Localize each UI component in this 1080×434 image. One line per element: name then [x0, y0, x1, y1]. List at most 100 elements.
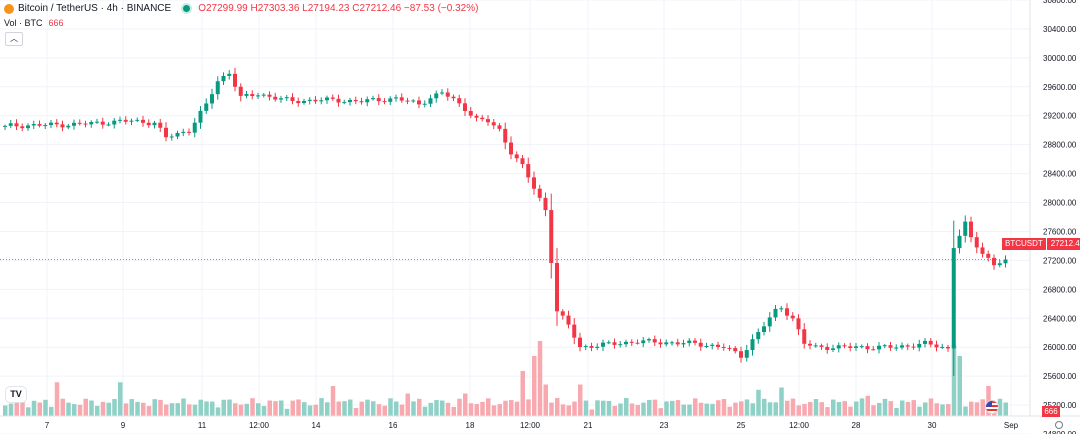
- candle-body: [756, 332, 761, 340]
- candle-body: [951, 248, 956, 349]
- gear-icon[interactable]: [1055, 421, 1063, 429]
- volume-bar: [457, 398, 462, 416]
- symbol-legend[interactable]: Bitcoin / TetherUS · 4h · BINANCE O27299…: [4, 3, 478, 14]
- chevron-up-icon[interactable]: ︿: [5, 32, 23, 46]
- volume-bar: [37, 402, 42, 416]
- time-axis[interactable]: 7 9 11 12:00 14 16 18 12:00 21 23 25 12:00 28 30 Sep: [0, 415, 1080, 430]
- us-flag-icon[interactable]: [986, 401, 998, 413]
- candle-body: [681, 343, 686, 345]
- volume-bar: [204, 401, 209, 416]
- time-tick-label: 12:00: [789, 421, 810, 430]
- volume-bar: [422, 406, 428, 416]
- candle-body: [54, 122, 59, 125]
- candle-body: [66, 125, 71, 128]
- volume-bar: [917, 406, 922, 416]
- volume-bar: [399, 404, 405, 416]
- candle-body: [744, 350, 749, 358]
- ohlc-values: O27299.99 H27303.36 L27194.23 C27212.46 …: [198, 3, 479, 14]
- time-tick-label: 14: [312, 421, 321, 430]
- volume-bar: [307, 405, 313, 416]
- candle-body: [468, 110, 473, 116]
- symbol-title[interactable]: Bitcoin / TetherUS · 4h · BINANCE: [18, 3, 172, 14]
- candle-body: [83, 123, 88, 125]
- candle-body: [687, 340, 692, 344]
- volume-bar: [566, 405, 571, 416]
- candle-body: [733, 348, 738, 352]
- volume-bar: [595, 400, 600, 416]
- volume-bar: [923, 402, 928, 416]
- candle-body: [997, 263, 1002, 266]
- candle-body: [819, 345, 824, 347]
- candle-body: [95, 121, 99, 123]
- volume-bar: [353, 407, 359, 416]
- volume-bar: [900, 400, 905, 416]
- candle-body: [215, 81, 220, 95]
- volume-bar: [244, 403, 249, 416]
- candle-body: [583, 346, 588, 348]
- volume-bar: [514, 401, 520, 416]
- grid-lines: [0, 0, 1030, 434]
- volume-bar: [221, 399, 226, 416]
- price-tick-label: 28800.00: [1043, 141, 1077, 150]
- candle-body: [112, 120, 117, 125]
- candle-body: [854, 346, 858, 348]
- volume-bar: [66, 402, 71, 416]
- volume-bar: [3, 405, 8, 416]
- volume-bar: [756, 389, 761, 416]
- volume-bar: [267, 400, 272, 416]
- price-tick-label: 29600.00: [1043, 83, 1077, 92]
- candle-body: [371, 98, 375, 100]
- volume-bar: [549, 402, 554, 416]
- price-tick-label: 25600.00: [1043, 372, 1077, 381]
- volume-bar: [417, 398, 422, 416]
- time-tick-label: 30: [928, 421, 937, 430]
- volume-bar: [790, 398, 796, 416]
- candle-body: [555, 262, 559, 312]
- candle-body: [894, 347, 899, 349]
- price-tick-label: 26400.00: [1043, 314, 1077, 323]
- volume-bar: [882, 398, 888, 416]
- volume-bar: [284, 408, 290, 416]
- volume-bar: [474, 404, 479, 416]
- candle-body: [808, 343, 812, 346]
- volume-bar: [146, 406, 152, 416]
- volume-bar: [365, 399, 370, 416]
- volume-bar: [963, 406, 968, 416]
- volume-bar: [376, 404, 382, 416]
- volume-bar: [934, 403, 939, 416]
- price-axis[interactable]: 24800.00 25200.00 25600.00 26000.00 26400.00…: [1029, 0, 1077, 434]
- time-tick-label: 16: [389, 421, 398, 430]
- candle-body: [175, 132, 180, 137]
- candle-body: [750, 339, 755, 351]
- candle-body: [227, 73, 232, 76]
- volume-bar: [825, 407, 830, 416]
- volume-bar: [612, 405, 617, 416]
- volume-legend[interactable]: Vol · BTC 666: [4, 18, 64, 28]
- volume-bar: [578, 384, 583, 416]
- candle-body: [773, 308, 778, 318]
- volume-bar: [854, 401, 859, 416]
- tradingview-logo[interactable]: TV: [6, 387, 26, 402]
- candle-body: [842, 345, 847, 347]
- volume-bar: [100, 401, 106, 416]
- time-tick-label: 12:00: [520, 421, 541, 430]
- candle-body: [928, 340, 933, 345]
- volume-bar: [894, 407, 899, 416]
- candle-body: [445, 92, 450, 97]
- candle-body: [336, 98, 341, 103]
- volume-bar: [54, 382, 60, 416]
- candle-body: [250, 93, 255, 97]
- candle-body: [796, 318, 801, 330]
- volume-bar: [624, 398, 629, 416]
- candle-body: [532, 177, 536, 189]
- volume-bar: [693, 398, 698, 416]
- candle-body: [693, 340, 697, 343]
- volume-bar: [135, 401, 140, 416]
- volume-bar: [141, 402, 146, 416]
- volume-bar: [451, 406, 456, 416]
- volume-bar: [31, 400, 37, 416]
- volume-bar: [95, 405, 100, 416]
- candle-body: [698, 342, 703, 347]
- volume-bar: [848, 406, 853, 416]
